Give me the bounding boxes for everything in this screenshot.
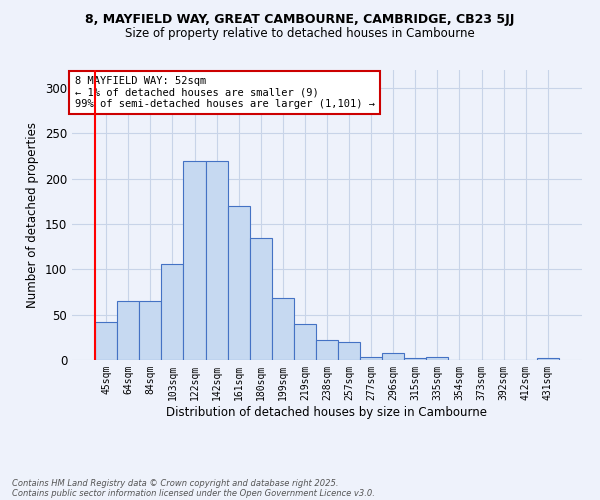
Bar xyxy=(95,322,117,360)
Bar xyxy=(382,353,404,360)
Bar xyxy=(316,340,338,360)
X-axis label: Distribution of detached houses by size in Cambourne: Distribution of detached houses by size … xyxy=(167,406,487,418)
Bar xyxy=(360,358,382,360)
Bar xyxy=(227,206,250,360)
Text: 8, MAYFIELD WAY, GREAT CAMBOURNE, CAMBRIDGE, CB23 5JJ: 8, MAYFIELD WAY, GREAT CAMBOURNE, CAMBRI… xyxy=(85,12,515,26)
Bar xyxy=(537,358,559,360)
Bar xyxy=(338,342,360,360)
Text: 8 MAYFIELD WAY: 52sqm
← 1% of detached houses are smaller (9)
99% of semi-detach: 8 MAYFIELD WAY: 52sqm ← 1% of detached h… xyxy=(74,76,374,109)
Text: Size of property relative to detached houses in Cambourne: Size of property relative to detached ho… xyxy=(125,28,475,40)
Bar xyxy=(427,358,448,360)
Bar xyxy=(272,298,294,360)
Bar xyxy=(161,264,184,360)
Bar xyxy=(404,358,427,360)
Y-axis label: Number of detached properties: Number of detached properties xyxy=(26,122,40,308)
Text: Contains public sector information licensed under the Open Government Licence v3: Contains public sector information licen… xyxy=(12,488,375,498)
Bar xyxy=(117,301,139,360)
Bar xyxy=(139,301,161,360)
Bar xyxy=(294,324,316,360)
Bar xyxy=(250,238,272,360)
Bar xyxy=(206,160,227,360)
Bar xyxy=(184,160,206,360)
Text: Contains HM Land Registry data © Crown copyright and database right 2025.: Contains HM Land Registry data © Crown c… xyxy=(12,478,338,488)
